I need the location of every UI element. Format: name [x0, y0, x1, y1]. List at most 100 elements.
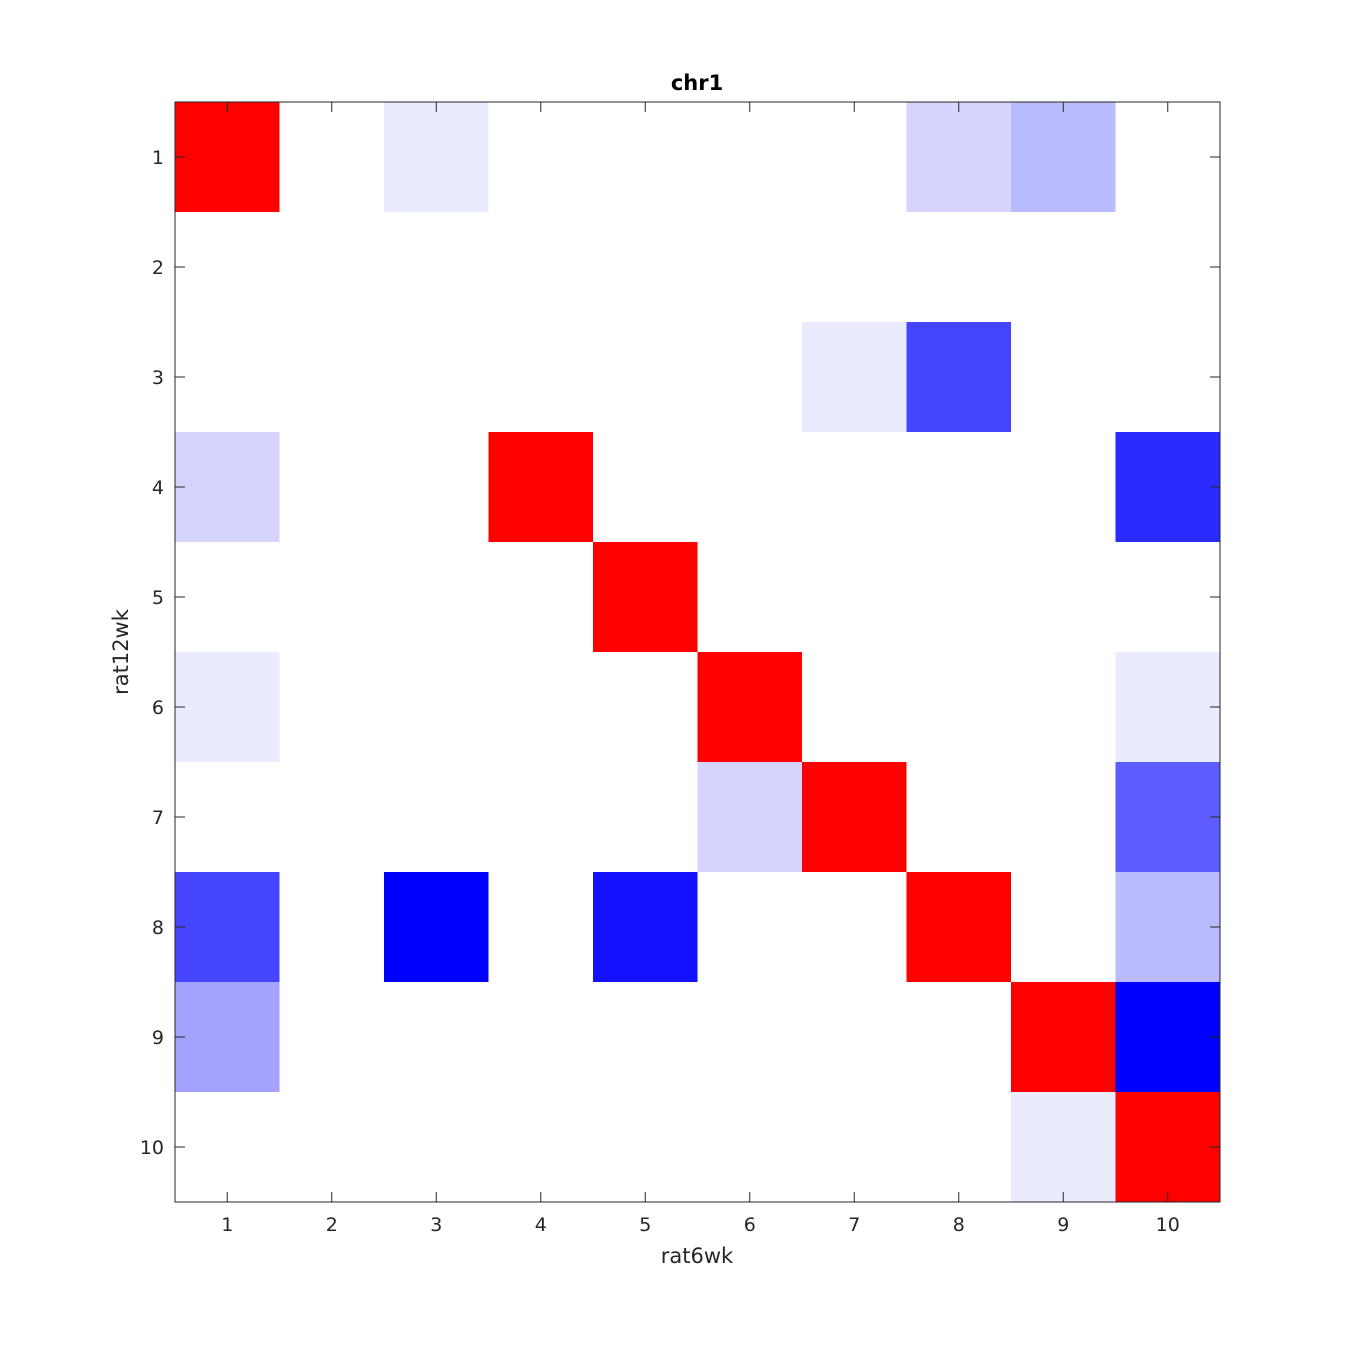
heatmap-cell [1011, 212, 1116, 323]
heatmap-cell [802, 872, 907, 983]
heatmap-cell [593, 872, 698, 983]
heatmap-cell [384, 102, 489, 213]
x-axis-tick-labels: 1 2 3 4 5 6 7 8 9 10 [221, 1214, 1180, 1236]
heatmap-cell [175, 762, 280, 873]
y-tick-label: 7 [152, 807, 164, 829]
heatmap-cell [175, 542, 280, 653]
heatmap-cell [802, 102, 907, 213]
heatmap-cell [697, 1092, 803, 1203]
heatmap-cell [488, 322, 594, 433]
heatmap-cell [1115, 212, 1221, 323]
heatmap-cell [1011, 322, 1116, 433]
heatmap-cell [1115, 322, 1221, 433]
heatmap-cell [279, 322, 385, 433]
heatmap-cell [279, 212, 385, 323]
heatmap-cell [175, 652, 280, 763]
heatmap-cell [1011, 982, 1116, 1093]
heatmap-cell [488, 542, 594, 653]
heatmap-cell [1011, 102, 1116, 213]
heatmap-cell [1115, 762, 1221, 873]
heatmap-cell [488, 652, 594, 763]
y-tick-label: 10 [140, 1137, 164, 1159]
heatmap-cell [906, 322, 1012, 433]
heatmap-cell [906, 542, 1012, 653]
heatmap-cell [1115, 1092, 1221, 1203]
heatmap-cell [697, 212, 803, 323]
heatmap-cell [906, 212, 1012, 323]
heatmap-cell [279, 982, 385, 1093]
x-tick-label: 9 [1057, 1214, 1069, 1236]
heatmap-cell [279, 872, 385, 983]
heatmap-cell [697, 322, 803, 433]
x-tick-label: 3 [430, 1214, 442, 1236]
heatmap-cell [279, 102, 385, 213]
heatmap-cell [906, 102, 1012, 213]
heatmap-cell [488, 212, 594, 323]
x-tick-label: 2 [326, 1214, 338, 1236]
heatmap-cell [1011, 1092, 1116, 1203]
x-tick-label: 1 [221, 1214, 233, 1236]
heatmap-cell [488, 102, 594, 213]
heatmap-cell [802, 542, 907, 653]
heatmap-cell [802, 212, 907, 323]
heatmap-cells [175, 102, 1221, 1203]
x-tick-label: 10 [1156, 1214, 1180, 1236]
heatmap-cell [593, 1092, 698, 1203]
heatmap-cell [697, 102, 803, 213]
heatmap-cell [593, 652, 698, 763]
heatmap-cell [802, 1092, 907, 1203]
heatmap-cell [697, 982, 803, 1093]
heatmap-cell [802, 762, 907, 873]
x-tick-label: 5 [639, 1214, 651, 1236]
heatmap-cell [488, 432, 594, 543]
heatmap-cell [1115, 542, 1221, 653]
heatmap-cell [906, 762, 1012, 873]
heatmap-cell [384, 762, 489, 873]
heatmap-cell [802, 432, 907, 543]
chart-title: chr1 [671, 71, 723, 95]
heatmap-cell [802, 652, 907, 763]
heatmap-cell [488, 1092, 594, 1203]
x-tick-label: 6 [744, 1214, 756, 1236]
heatmap-cell [593, 542, 698, 653]
heatmap-cell [175, 872, 280, 983]
x-tick-label: 8 [953, 1214, 965, 1236]
heatmap-cell [279, 432, 385, 543]
y-tick-label: 9 [152, 1027, 164, 1049]
heatmap-cell [1115, 102, 1221, 213]
y-tick-label: 3 [152, 367, 164, 389]
y-axis-label: rat12wk [109, 608, 133, 695]
y-axis-tick-labels: 1 2 3 4 5 6 7 8 9 10 [140, 147, 164, 1159]
heatmap-cell [175, 322, 280, 433]
heatmap-cell [384, 1092, 489, 1203]
heatmap-cell [1011, 432, 1116, 543]
x-tick-label: 7 [848, 1214, 860, 1236]
heatmap-cell [593, 322, 698, 433]
heatmap-cell [175, 432, 280, 543]
y-tick-label: 5 [152, 587, 164, 609]
heatmap-cell [279, 1092, 385, 1203]
heatmap-cell [279, 762, 385, 873]
heatmap-cell [175, 982, 280, 1093]
heatmap-cell [593, 102, 698, 213]
heatmap-cell [697, 432, 803, 543]
heatmap-cell [802, 982, 907, 1093]
heatmap-cell [1011, 872, 1116, 983]
heatmap-cell [175, 102, 280, 213]
heatmap-cell [384, 432, 489, 543]
heatmap-cell [802, 322, 907, 433]
heatmap-cell [1011, 652, 1116, 763]
heatmap-cell [384, 652, 489, 763]
heatmap-cell [279, 652, 385, 763]
heatmap-cell [906, 432, 1012, 543]
heatmap-cell [384, 322, 489, 433]
heatmap-cell [488, 872, 594, 983]
plot-frame [174, 101, 1221, 1203]
x-axis-label: rat6wk [661, 1244, 734, 1268]
heatmap-cell [1011, 762, 1116, 873]
heatmap-cell [1115, 872, 1221, 983]
heatmap-cell [175, 212, 280, 323]
heatmap-cell [384, 982, 489, 1093]
heatmap-cell [384, 212, 489, 323]
